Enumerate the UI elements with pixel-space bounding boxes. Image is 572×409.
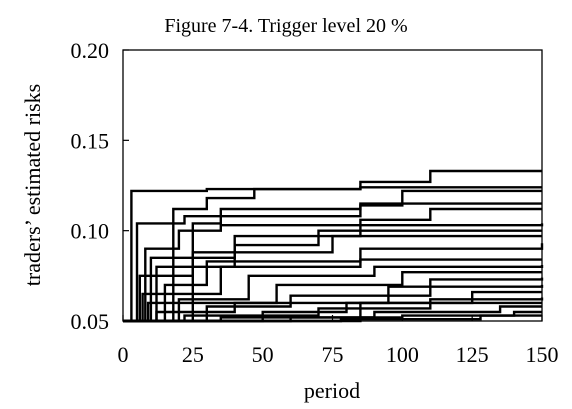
- series-line-3: [123, 189, 542, 323]
- x-axis-ticks: 0 25 50 75 100 125 150: [118, 315, 559, 367]
- x-tick-label: 100: [386, 342, 419, 367]
- x-axis-label: period: [304, 378, 360, 403]
- series-line-16: [123, 297, 544, 323]
- series-layer: [123, 169, 544, 323]
- series-line-10: [123, 258, 542, 323]
- x-tick-label: 25: [182, 342, 204, 367]
- series-line-8: [123, 234, 542, 323]
- series-line-4: [123, 202, 542, 323]
- series-line-5: [123, 207, 542, 323]
- chart-title: Figure 7-4. Trigger level 20 %: [164, 15, 408, 37]
- x-tick-label: 125: [456, 342, 489, 367]
- series-line-11: [123, 265, 544, 323]
- series-line-2: [123, 169, 542, 323]
- series-line-1: [123, 186, 542, 323]
- y-axis-ticks: 0.05 0.10 0.15 0.20: [71, 38, 129, 334]
- x-tick-label: 0: [118, 342, 129, 367]
- y-tick-label: 0.05: [71, 309, 110, 334]
- y-tick-label: 0.15: [71, 128, 110, 153]
- y-tick-label: 0.10: [71, 219, 110, 244]
- x-tick-label: 50: [252, 342, 274, 367]
- x-tick-label: 150: [526, 342, 559, 367]
- y-tick-label: 0.20: [71, 38, 110, 63]
- y-axis-label: traders’ estimated risks: [20, 84, 45, 286]
- series-line-12: [123, 271, 542, 323]
- x-tick-label: 75: [322, 342, 344, 367]
- series-line-14: [123, 284, 544, 323]
- series-line-6: [123, 223, 544, 323]
- series-line-9: [123, 243, 544, 323]
